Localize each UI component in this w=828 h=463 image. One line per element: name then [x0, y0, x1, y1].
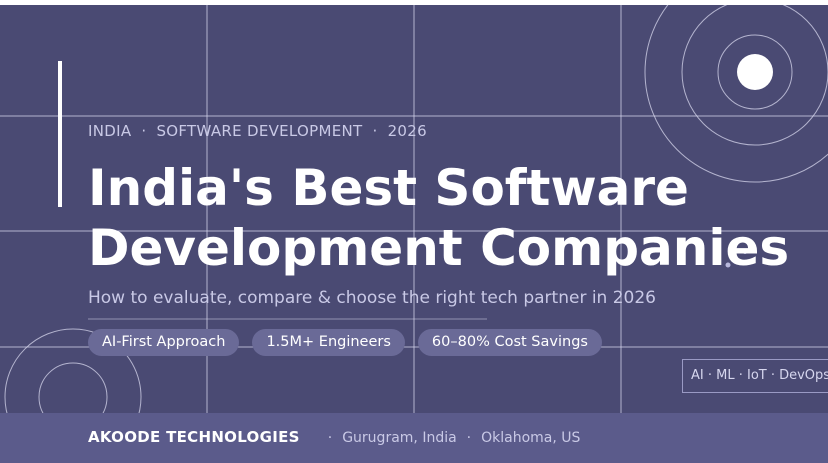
subtitle: How to evaluate, compare & choose the ri…: [88, 288, 656, 308]
pill-row: AI-First Approach 1.5M+ Engineers 60–80%…: [88, 329, 602, 356]
ring: [717, 34, 793, 110]
dot: [725, 262, 731, 268]
location: Gurugram, India: [342, 430, 457, 446]
footer: AKOODE TECHNOLOGIES · Gurugram, India · Okla…: [0, 413, 828, 463]
eyebrow: INDIA · SOFTWARE DEVELOPMENT · 2026: [88, 122, 427, 140]
eyebrow-item: SOFTWARE DEVELOPMENT: [156, 122, 363, 140]
title-line: Development Companies: [88, 219, 790, 277]
title-line: India's Best Software: [88, 159, 689, 217]
separator: ·: [327, 430, 333, 446]
dot: [743, 250, 747, 254]
ring: [681, 5, 828, 146]
dot: [715, 240, 721, 246]
tag: AI · ML · IoT · DevOps: [682, 359, 828, 393]
banner: INDIA · SOFTWARE DEVELOPMENT · 2026 India's …: [0, 5, 828, 463]
company: AKOODE TECHNOLOGIES: [88, 428, 300, 446]
location: Oklahoma, US: [481, 430, 581, 446]
separator: ·: [466, 430, 472, 446]
dot: [737, 54, 773, 90]
separator: ·: [372, 122, 378, 140]
pill: 60–80% Cost Savings: [417, 329, 602, 356]
pill: AI-First Approach: [88, 329, 240, 356]
eyebrow-item: 2026: [387, 122, 427, 140]
eyebrow-item: INDIA: [88, 122, 132, 140]
ring: [644, 5, 828, 183]
footer-row: AKOODE TECHNOLOGIES · Gurugram, India · Okla…: [88, 428, 580, 446]
ring: [4, 328, 142, 463]
accent-bar: [58, 61, 62, 207]
separator: ·: [141, 122, 147, 140]
pill: 1.5M+ Engineers: [252, 329, 405, 356]
